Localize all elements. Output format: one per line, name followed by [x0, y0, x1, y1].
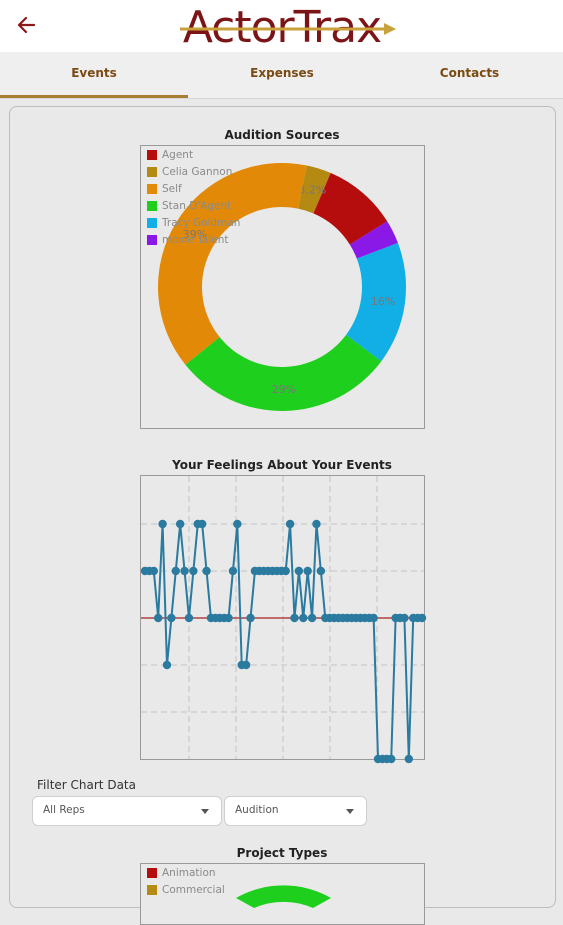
event-type-dropdown-value: Audition: [235, 804, 279, 816]
data-point: [224, 613, 233, 623]
active-tab-indicator: [0, 95, 188, 98]
actortrax-logo: ActorTrax: [180, 2, 396, 50]
audition-sources-title: Audition Sources: [224, 128, 340, 142]
data-point: [228, 566, 238, 576]
data-point: [162, 660, 172, 670]
legend-swatch: [147, 885, 157, 895]
legend-swatch: [147, 235, 157, 245]
data-point: [369, 613, 378, 623]
data-point: [233, 519, 242, 529]
project-types-legend-item: Animation: [147, 867, 216, 881]
legend-label: Stan D'Agent: [162, 200, 232, 212]
audition-sources-legend-item: moxie Talent: [147, 234, 229, 248]
legend-label: moxie Talent: [162, 234, 229, 246]
reps-dropdown-value: All Reps: [43, 804, 85, 816]
legend-swatch: [147, 167, 157, 177]
data-point: [153, 613, 163, 623]
legend-label: Tracy Goldman: [162, 217, 241, 229]
legend-swatch: [147, 868, 157, 878]
project-types-legend-item: Commercial: [147, 884, 225, 898]
data-point: [246, 613, 255, 623]
feelings-chart: [140, 475, 427, 764]
slice-label: 3.2%: [298, 184, 326, 197]
data-point: [241, 660, 251, 670]
tab-bar: Events Expenses Contacts: [0, 52, 563, 99]
chevron-down-icon: [201, 809, 209, 814]
data-point: [189, 566, 198, 576]
data-point: [400, 613, 409, 623]
data-point: [316, 566, 326, 576]
event-type-dropdown[interactable]: Audition: [224, 796, 367, 826]
donut-slice: [349, 221, 398, 259]
chevron-down-icon: [346, 809, 354, 814]
donut-slice: [346, 242, 406, 362]
tab-expenses[interactable]: Expenses: [250, 66, 314, 80]
data-point: [202, 566, 211, 576]
data-point: [307, 613, 317, 623]
data-point: [149, 566, 158, 576]
slice-label: 29%: [272, 383, 296, 396]
legend-swatch: [147, 218, 157, 228]
audition-sources-legend-item: Agent: [147, 149, 193, 163]
data-point: [175, 519, 185, 529]
legend-swatch: [147, 150, 157, 160]
donut-slice: [158, 163, 307, 365]
slice-label: 16%: [371, 295, 395, 308]
audition-sources-donut: 3.2% 39% 29% 16%: [158, 163, 406, 412]
app-header: ActorTrax: [0, 0, 563, 52]
audition-sources-legend-item: Stan D'Agent: [147, 200, 231, 214]
data-point: [285, 519, 295, 529]
tab-contacts[interactable]: Contacts: [439, 66, 500, 80]
tab-events[interactable]: Events: [71, 66, 117, 80]
data-point: [299, 613, 308, 623]
data-point: [417, 613, 427, 623]
back-arrow-icon[interactable]: [14, 12, 40, 38]
data-point: [180, 566, 189, 576]
filter-chart-label: Filter Chart Data: [37, 778, 136, 792]
legend-label: Agent: [162, 149, 194, 161]
data-point: [158, 519, 167, 529]
audition-sources-legend-item: Tracy Goldman: [147, 217, 240, 231]
project-types-title: Project Types: [236, 846, 328, 860]
data-point: [197, 519, 207, 529]
legend-label: Animation: [162, 867, 216, 879]
legend-label: Celia Gannon: [162, 166, 233, 178]
slice-label: 39%: [183, 228, 207, 241]
data-point: [281, 566, 290, 576]
legend-swatch: [147, 201, 157, 211]
feelings-chart-title: Your Feelings About Your Events: [172, 458, 392, 472]
project-types-chart: Animation Commercial: [140, 863, 425, 925]
data-point: [404, 754, 414, 764]
data-point: [290, 613, 299, 623]
svg-text:ActorTrax: ActorTrax: [183, 2, 381, 50]
donut-slice: [298, 165, 331, 214]
audition-sources-legend-item: Self: [147, 183, 182, 197]
data-point: [303, 566, 312, 576]
legend-swatch: [147, 184, 157, 194]
data-point: [312, 519, 321, 529]
donut-slice: [313, 172, 388, 245]
legend-label: Commercial: [162, 884, 225, 896]
donut-slice: [185, 334, 382, 412]
data-point: [387, 754, 396, 764]
data-point: [294, 566, 304, 576]
data-point: [167, 613, 176, 623]
feelings-line-chart: [140, 476, 427, 764]
audition-sources-legend-item: Celia Gannon: [147, 166, 232, 180]
reps-dropdown[interactable]: All Reps: [32, 796, 222, 826]
data-point: [184, 613, 194, 623]
project-types-slice: [236, 885, 331, 908]
legend-label: Self: [162, 183, 182, 195]
audition-sources-chart: 3.2% 39% 29% 16% Agent Celia Gannon Self Stan …: [140, 145, 425, 429]
data-point: [171, 566, 180, 576]
